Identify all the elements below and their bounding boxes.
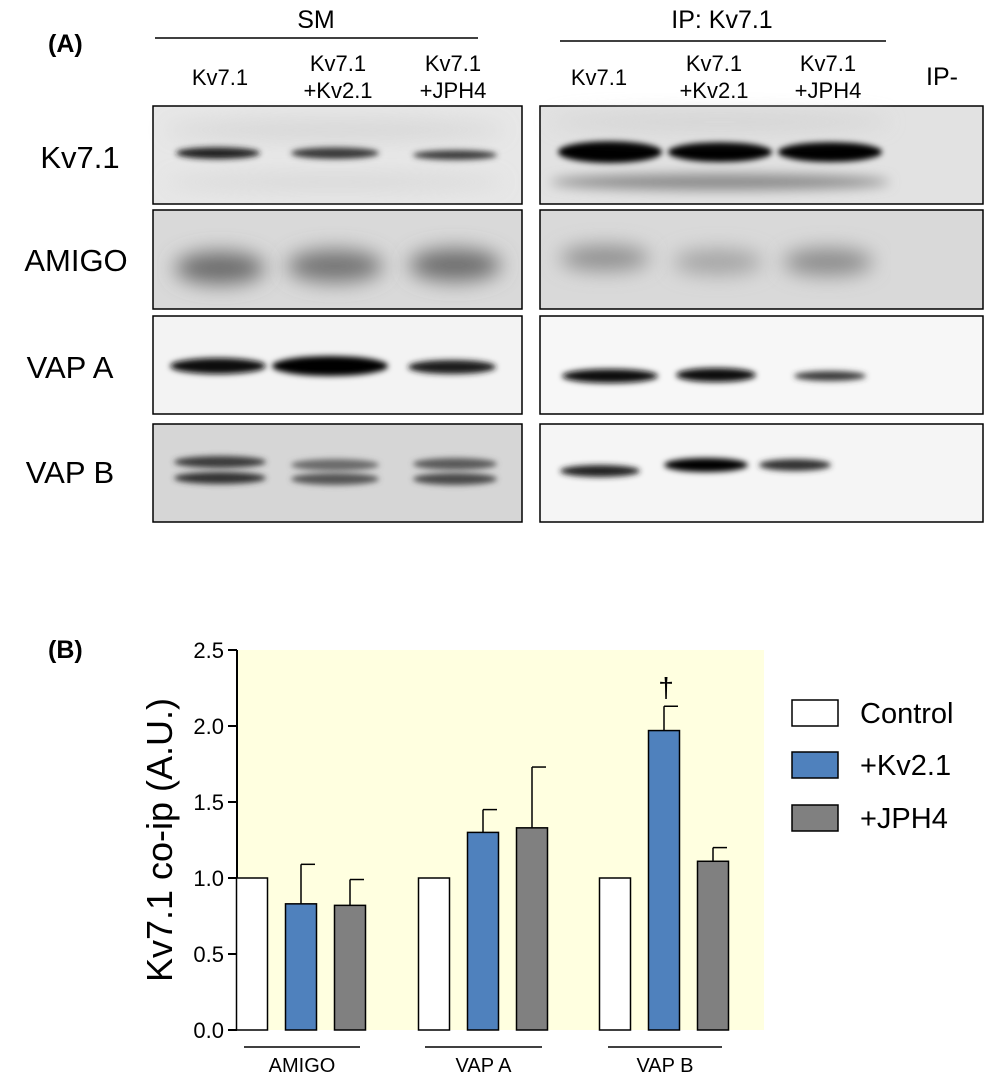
panel-b-label: (B) (48, 636, 83, 664)
blot-ip-vapb (539, 423, 984, 523)
bar-amigo-1 (284, 903, 318, 1031)
blot-sm-vapb (152, 423, 523, 523)
y-tick-label-1: 0.5 (193, 942, 224, 967)
blot-sm-vapa (152, 315, 523, 415)
legend-label-2: +JPH4 (860, 803, 948, 835)
legend-swatch-1 (791, 751, 839, 779)
sm-lane-3-sublabel: +JPH4 (420, 78, 487, 103)
legend-label-0: Control (860, 698, 954, 730)
row-label-vapa: VAP A (27, 350, 114, 385)
blot-ip-amigo (539, 209, 984, 310)
ip-lane-3-sublabel: +JPH4 (795, 78, 862, 103)
y-tick-label-3: 1.5 (193, 790, 224, 815)
blot-ip-vapa (539, 315, 984, 415)
row-label-amigo: AMIGO (24, 243, 127, 278)
y-tick-label-2: 1.0 (193, 866, 224, 891)
bar-vap-a-0 (417, 877, 451, 1031)
ip-lane-1-label: Kv7.1 (571, 65, 627, 90)
panel-a-label: (A) (48, 30, 83, 58)
y-tick-label-0: 0.0 (193, 1018, 224, 1043)
bar-vap-a-1 (466, 831, 500, 1031)
sm-header: SM (297, 6, 335, 34)
ip-lane-2-sublabel: +Kv2.1 (679, 78, 748, 103)
y-axis-label: Kv7.1 co-ip (A.U.) (139, 698, 180, 982)
legend-swatch-2 (791, 804, 839, 832)
ip-lane-2-label: Kv7.1 (686, 51, 742, 76)
annotation-dagger-0: † (658, 672, 674, 703)
blot-sm-amigo (152, 209, 523, 310)
sm-lane-3-label: Kv7.1 (425, 51, 481, 76)
sm-lane-2-label: Kv7.1 (310, 51, 366, 76)
bar-vap-b-0 (598, 877, 632, 1031)
row-label-vapb: VAP B (26, 455, 114, 490)
category-label-1: VAP A (456, 1055, 513, 1077)
legend-swatch-0 (791, 699, 839, 727)
bar-chart: 0.0 0.5 1.0 1.5 2.0 2.5 Kv7.1 co-ip (A.U.) AMIG… (139, 638, 954, 1077)
bar-vap-b-2 (696, 860, 730, 1031)
sm-lane-1-label: Kv7.1 (192, 65, 248, 90)
y-tick-label-5: 2.5 (193, 638, 224, 663)
bar-vap-a-2 (515, 827, 549, 1031)
legend-label-1: +Kv2.1 (860, 750, 951, 782)
blot-sm-kv71 (152, 105, 523, 205)
bar-amigo-2 (333, 904, 367, 1031)
ip-header: IP: Kv7.1 (671, 6, 772, 34)
ip-negative-label: IP- (926, 63, 958, 91)
category-label-0: AMIGO (269, 1055, 336, 1077)
y-tick-label-4: 2.0 (193, 714, 224, 739)
bar-vap-b-1 (647, 729, 681, 1031)
ip-lane-3-label: Kv7.1 (800, 51, 856, 76)
blot-ip-kv71 (539, 105, 984, 205)
row-label-kv71: Kv7.1 (40, 140, 119, 175)
bar-amigo-0 (235, 877, 269, 1031)
category-label-2: VAP B (636, 1055, 693, 1077)
sm-lane-2-sublabel: +Kv2.1 (303, 78, 372, 103)
